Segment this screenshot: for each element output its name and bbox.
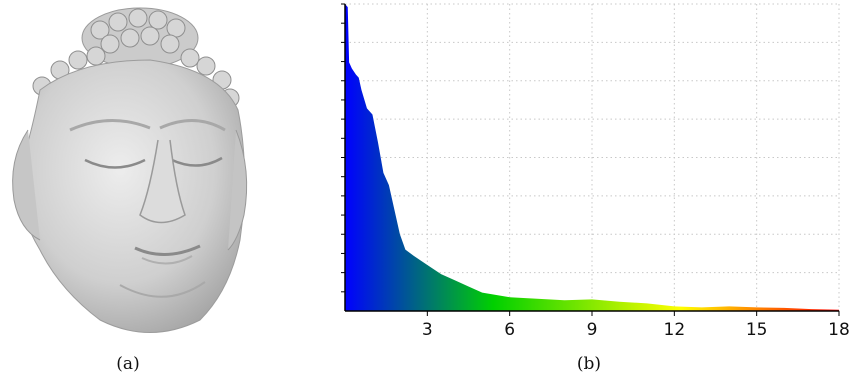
x-tick-label-3: 3: [422, 320, 433, 340]
error-histogram-chart: 3 6 9 12 15 18: [341, 3, 850, 340]
x-tick-label-12: 12: [664, 320, 686, 340]
statue-head-shape: [12, 7, 248, 333]
caption-a: (a): [116, 354, 140, 374]
chart-axes: [341, 3, 840, 316]
x-tick-label-9: 9: [587, 320, 598, 340]
caption-b: (b): [576, 354, 602, 374]
x-tick-labels: 3 6 9 12 15 18: [422, 320, 850, 340]
histogram-area: [345, 4, 839, 311]
x-tick-label-6: 6: [504, 320, 515, 340]
x-tick-label-15: 15: [746, 320, 768, 340]
x-tick-label-18: 18: [828, 320, 850, 340]
statue-head-render: [12, 7, 248, 333]
